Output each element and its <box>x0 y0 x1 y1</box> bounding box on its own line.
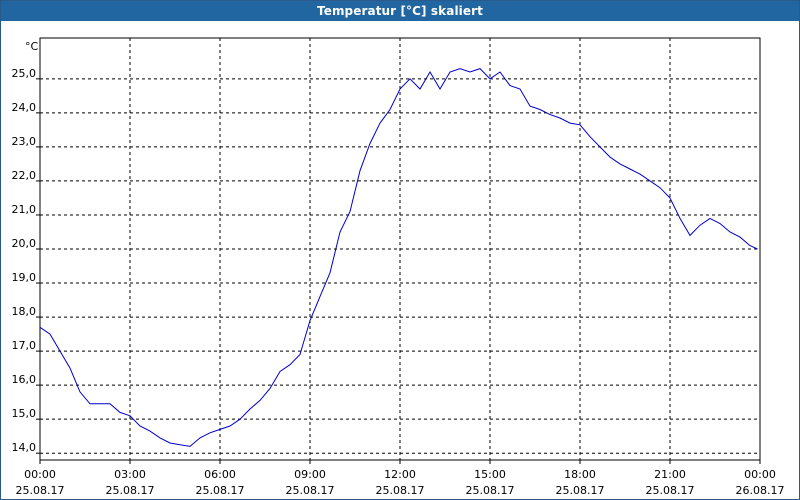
x-tick-date-label: 25.08.17 <box>646 484 695 497</box>
temperature-series-line <box>39 68 758 447</box>
x-tick-date-label: 26.08.17 <box>736 484 785 497</box>
x-tick-date-label: 25.08.17 <box>556 484 605 497</box>
x-tick-date-label: 25.08.17 <box>466 484 515 497</box>
x-tick-date-label: 25.08.17 <box>196 484 245 497</box>
x-tick-time-label: 21:00 <box>654 468 686 481</box>
x-tick-date-label: 25.08.17 <box>286 484 335 497</box>
window-title: Temperatur [°C] skaliert <box>1 1 799 21</box>
grid-lines <box>40 38 760 460</box>
y-tick-label: 16,0 <box>12 373 37 386</box>
y-tick-label: 22,0 <box>12 169 37 182</box>
y-tick-label: 24,0 <box>12 101 37 114</box>
x-tick-date-label: 25.08.17 <box>376 484 425 497</box>
y-tick-label: 17,0 <box>12 339 37 352</box>
x-tick-time-label: 00:00 <box>24 468 56 481</box>
x-tick-time-label: 06:00 <box>204 468 236 481</box>
y-tick-label: 25,0 <box>12 67 37 80</box>
y-tick-label: 18,0 <box>12 305 37 318</box>
y-tick-label: 15,0 <box>12 407 37 420</box>
x-tick-time-label: 00:00 <box>744 468 776 481</box>
y-tick-label: 23,0 <box>12 135 37 148</box>
x-tick-time-label: 18:00 <box>564 468 596 481</box>
x-tick-time-label: 12:00 <box>384 468 416 481</box>
y-axis-ticks: 14,0 15,0 16,0 17,0 18,0 19,0 20,0 21,0 22,0 23,0… <box>12 67 40 454</box>
x-tick-time-label: 03:00 <box>114 468 146 481</box>
y-tick-label: 20,0 <box>12 237 37 250</box>
y-axis-unit-label: °C <box>25 40 39 53</box>
y-tick-label: 14,0 <box>12 441 37 454</box>
y-tick-label: 19,0 <box>12 271 37 284</box>
x-tick-time-label: 09:00 <box>294 468 326 481</box>
x-tick-time-label: 15:00 <box>474 468 506 481</box>
y-tick-label: 21,0 <box>12 203 37 216</box>
x-tick-date-label: 25.08.17 <box>106 484 155 497</box>
x-axis-ticks: 00:00 25.08.17 03:00 25.08.17 06:00 25.08.17 0… <box>16 460 785 497</box>
x-tick-date-label: 25.08.17 <box>16 484 65 497</box>
